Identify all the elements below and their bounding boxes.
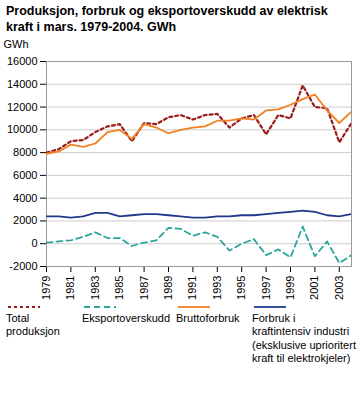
svg-text:1981: 1981 <box>64 276 76 300</box>
svg-text:GWh: GWh <box>4 39 29 51</box>
svg-text:12000: 12000 <box>7 101 38 113</box>
svg-text:1991: 1991 <box>186 276 198 300</box>
svg-text:2001: 2001 <box>308 276 320 300</box>
svg-text:8000: 8000 <box>13 146 37 158</box>
html-text:Produksjon, forbruk og eksport: Produksjon, forbruk og eksportoverskudd … <box>6 4 328 34</box>
svg-text:2000: 2000 <box>13 215 37 227</box>
svg-text:1987: 1987 <box>138 276 150 300</box>
svg-text:14000: 14000 <box>7 78 38 90</box>
svg-text:1999: 1999 <box>284 276 296 300</box>
svg-text:10000: 10000 <box>7 124 38 136</box>
svg-text:6000: 6000 <box>13 169 37 181</box>
svg-text:1997: 1997 <box>260 276 272 300</box>
html-text:Bruttoforbruk: Bruttoforbruk <box>176 312 240 325</box>
svg-text:1995: 1995 <box>235 276 247 300</box>
html-text:Forbruk i kraftintensiv indust: Forbruk i kraftintensiv industri (eksklu… <box>252 312 356 364</box>
html-text:Eksportoverskudd: Eksportoverskudd <box>82 312 170 325</box>
svg-text:2003: 2003 <box>333 276 345 300</box>
svg-text:1993: 1993 <box>211 276 223 300</box>
svg-text:1983: 1983 <box>89 276 101 300</box>
svg-text:-2000: -2000 <box>9 260 37 272</box>
svg-text:1985: 1985 <box>113 276 125 300</box>
svg-text:1979: 1979 <box>40 276 52 300</box>
svg-text:16000: 16000 <box>7 55 38 67</box>
svg-text:1989: 1989 <box>162 276 174 300</box>
svg-text:0: 0 <box>31 237 37 249</box>
svg-text:4000: 4000 <box>13 192 37 204</box>
html-text:Total produksjon: Total produksjon <box>6 312 60 338</box>
